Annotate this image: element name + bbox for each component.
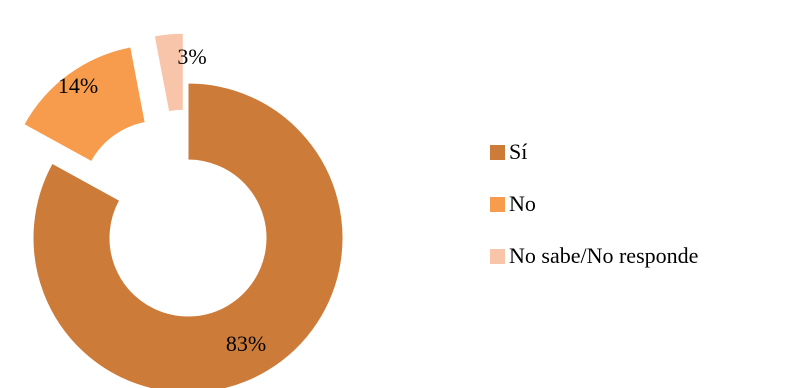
legend-swatch [490, 248, 505, 264]
legend-label: No [509, 191, 536, 216]
legend-item: No [490, 191, 698, 216]
data-label-si: 83% [226, 331, 266, 356]
data-label-no-sabe: 3% [177, 44, 206, 69]
slice-si [32, 82, 344, 388]
legend: Sí No No sabe/No responde [490, 139, 699, 296]
legend-item: No sabe/No responde [490, 243, 699, 268]
data-label-no: 14% [58, 73, 98, 98]
legend-label: Sí [509, 139, 528, 164]
slice-no [23, 46, 146, 163]
legend-item: Sí [490, 139, 698, 164]
legend-label: No sabe/No responde [509, 243, 699, 268]
legend-swatch [490, 144, 505, 160]
legend-swatch [490, 196, 505, 212]
slice-no-sabe [153, 32, 184, 113]
